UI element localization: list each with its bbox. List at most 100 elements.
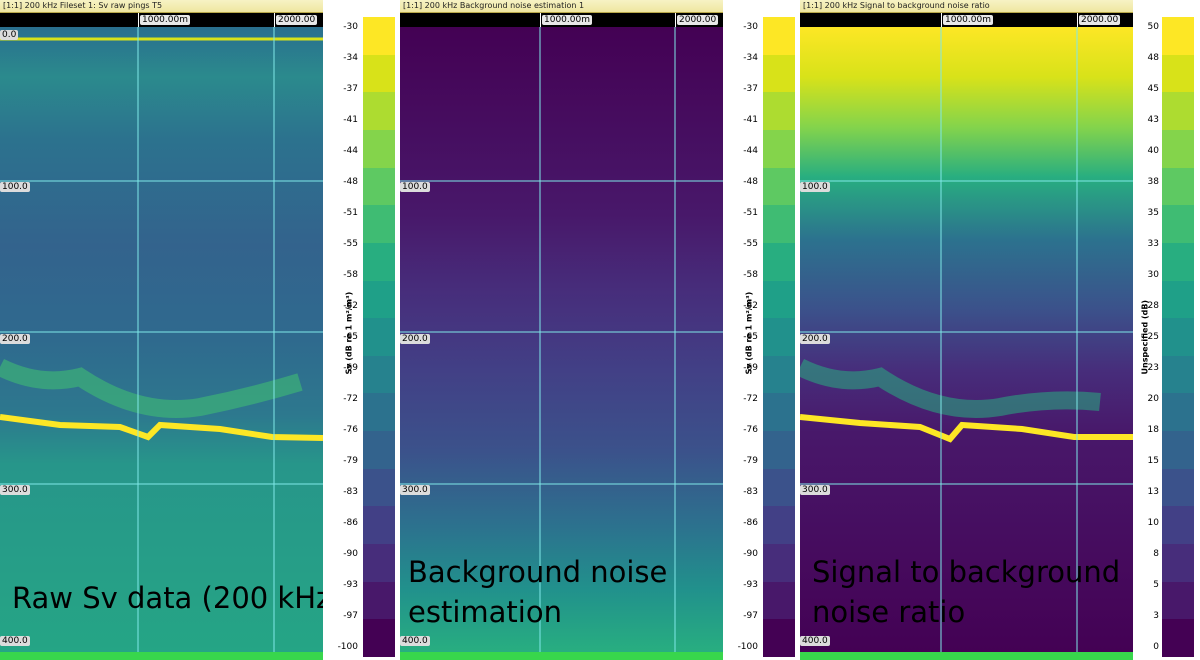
- scale-tick-label: -55: [343, 239, 358, 249]
- distance-ruler: 1000.00m 2000.00: [400, 13, 723, 27]
- scale-tick-label: 48: [1147, 53, 1159, 63]
- bottom-status-strip: [800, 652, 1133, 660]
- panel-title: [1:1] 200 kHz Signal to background noise…: [800, 0, 1200, 13]
- distance-ruler: 1000.00m 2000.00: [800, 13, 1133, 27]
- scale-tick-label: -72: [343, 394, 358, 404]
- scale-tick-label: -69: [343, 363, 358, 373]
- scale-tick-label: -90: [343, 549, 358, 559]
- scale-tick-label: -65: [743, 332, 758, 342]
- colorbar-swatch: [763, 468, 795, 508]
- scale-tick-label: -41: [743, 115, 758, 125]
- colorbar-swatch: [1162, 167, 1194, 207]
- scale-tick-label: 45: [1147, 84, 1159, 94]
- colorbar-swatch: [1162, 468, 1194, 508]
- colorbar-swatch: [1162, 431, 1194, 470]
- bottom-status-strip: [400, 652, 723, 660]
- colorbar-swatch: [363, 355, 395, 395]
- colorbar-swatch: [363, 506, 395, 546]
- scale-tick-label: 25: [1147, 332, 1159, 342]
- overlay-caption-line-2: noise ratio: [812, 595, 966, 629]
- scale-tick-label: -34: [343, 53, 358, 63]
- colorbar-swatch: [1162, 619, 1194, 657]
- colorbar-swatch: [763, 619, 795, 657]
- scale-tick-label: 15: [1147, 456, 1159, 466]
- ruler-label-1000: 1000.00m: [542, 15, 592, 25]
- depth-label-300: 300.0: [400, 485, 430, 495]
- scale-tick-label: -58: [343, 270, 358, 280]
- colorbar-swatch: [363, 167, 395, 207]
- scale-tick-label: -93: [343, 580, 358, 590]
- echogram[interactable]: 100.0 200.0 300.0 400.0 Background noise…: [400, 27, 723, 652]
- scale-tick-label: -34: [743, 53, 758, 63]
- scale-tick-label: -58: [743, 270, 758, 280]
- colorbar-swatch: [1162, 280, 1194, 320]
- colorbar-swatch: [763, 318, 795, 357]
- colorbar-swatch: [363, 280, 395, 320]
- color-scale-1: Sv (dB re 1 m²/m³) -30 -34 -37 -41 -44 -48 -51…: [323, 0, 400, 660]
- colorbar-swatch: [1162, 318, 1194, 357]
- echogram-image: [800, 27, 1133, 652]
- colorbar-swatch: [763, 431, 795, 470]
- colorbar-swatch: [363, 393, 395, 433]
- scale-tick-label: 8: [1153, 549, 1159, 559]
- colorbar-swatch: [1162, 506, 1194, 546]
- overlay-caption-line-1: Signal to background: [812, 555, 1121, 589]
- scale-tick-label: -100: [337, 642, 358, 652]
- depth-label-400: 400.0: [0, 636, 30, 646]
- colorbar-swatch: [1162, 54, 1194, 94]
- scale-tick-label: -65: [343, 332, 358, 342]
- colorbar-swatch: [763, 129, 795, 169]
- scale-tick-label: 0: [1153, 642, 1159, 652]
- distance-ruler: 1000.00m 2000.00: [0, 13, 323, 27]
- scale-tick-label: 38: [1147, 177, 1159, 187]
- scale-tick-label: -44: [743, 146, 758, 156]
- scale-tick-label: -83: [743, 487, 758, 497]
- depth-label-400: 400.0: [400, 636, 430, 646]
- colorbar-swatch: [1162, 92, 1194, 131]
- colorbar-swatch: [363, 544, 395, 583]
- ruler-label-1000: 1000.00m: [140, 15, 190, 25]
- scale-tick-label: -62: [343, 301, 358, 311]
- scale-tick-label: 30: [1147, 270, 1159, 280]
- panel-background-noise: [1:1] 200 kHz Background noise estimatio…: [400, 0, 800, 660]
- colorbar-swatch: [763, 167, 795, 207]
- depth-label-100: 100.0: [0, 182, 30, 192]
- scale-tick-label: -97: [743, 611, 758, 621]
- colorbar-swatch: [1162, 393, 1194, 433]
- scale-title: Sv (dB re 1 m²/m³): [744, 291, 754, 375]
- scale-tick-label: -37: [343, 84, 358, 94]
- colorbar-swatch: [763, 92, 795, 131]
- ruler-label-2000: 2000.00: [276, 15, 318, 25]
- colorbar-swatch: [1162, 129, 1194, 169]
- depth-label-100: 100.0: [400, 182, 430, 192]
- echogram-image: [0, 27, 323, 652]
- overlay-caption: Raw Sv data (200 kHz): [12, 581, 323, 615]
- depth-label-300: 300.0: [800, 485, 830, 495]
- scale-tick-label: -62: [743, 301, 758, 311]
- scale-tick-label: -97: [343, 611, 358, 621]
- colorbar-swatch: [763, 280, 795, 320]
- scale-tick-label: 40: [1147, 146, 1159, 156]
- scale-tick-label: 23: [1147, 363, 1159, 373]
- echogram[interactable]: 0.0 100.0 200.0 300.0 400.0 Raw Sv data …: [0, 27, 323, 652]
- depth-label-0: 0.0: [0, 30, 19, 40]
- depth-label-300: 300.0: [0, 485, 30, 495]
- scale-tick-label: -100: [737, 642, 758, 652]
- echogram[interactable]: 100.0 200.0 300.0 400.0 Signal to backgr…: [800, 27, 1133, 652]
- ruler-label-1000: 1000.00m: [943, 15, 993, 25]
- scale-tick-label: -86: [343, 518, 358, 528]
- scale-tick-label: -72: [743, 394, 758, 404]
- colorbar: [1162, 17, 1194, 657]
- depth-label-200: 200.0: [800, 334, 830, 344]
- colorbar-swatch: [363, 17, 395, 56]
- scale-tick-label: -76: [343, 425, 358, 435]
- colorbar-swatch: [1162, 242, 1194, 282]
- scale-tick-label: -76: [743, 425, 758, 435]
- echogram-image: [400, 27, 723, 652]
- scale-tick-label: -30: [343, 22, 358, 32]
- scale-tick-label: -41: [343, 115, 358, 125]
- scale-tick-label: -69: [743, 363, 758, 373]
- ruler-label-2000: 2000.00: [1079, 15, 1121, 25]
- colorbar-swatch: [1162, 205, 1194, 244]
- scale-tick-label: -79: [343, 456, 358, 466]
